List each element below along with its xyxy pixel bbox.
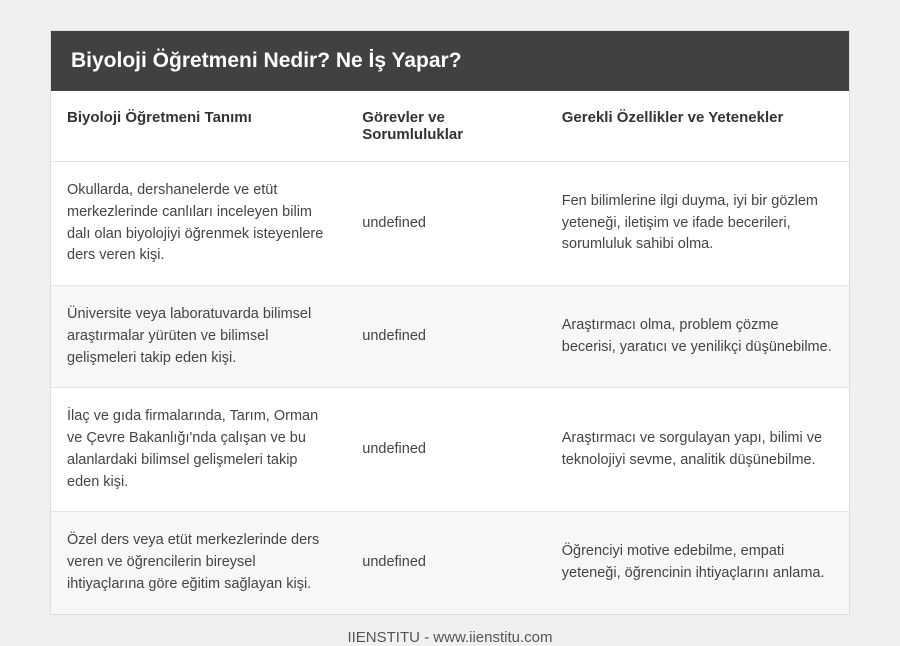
table-row: Üniversite veya laboratuvarda bilimsel a… [51,286,849,388]
cell-skills: Fen bilimlerine ilgi duyma, iyi bir gözl… [546,162,849,286]
cell-definition: Okullarda, dershanelerde ve etüt merkezl… [51,162,346,286]
column-header: Görevler ve Sorumluluklar [346,91,546,162]
footer-attribution: IIENSTITU - www.iienstitu.com [347,629,552,646]
cell-duties: undefined [346,512,546,614]
cell-definition: İlaç ve gıda firmalarında, Tarım, Orman … [51,388,346,512]
cell-skills: Araştırmacı ve sorgulayan yapı, bilimi v… [546,388,849,512]
cell-skills: Araştırmacı olma, problem çözme becerisi… [546,286,849,388]
table-row: Özel ders veya etüt merkezlerinde ders v… [51,512,849,614]
cell-duties: undefined [346,162,546,286]
column-header: Gerekli Özellikler ve Yetenekler [546,91,849,162]
cell-duties: undefined [346,286,546,388]
cell-definition: Özel ders veya etüt merkezlerinde ders v… [51,512,346,614]
column-header: Biyoloji Öğretmeni Tanımı [51,91,346,162]
cell-skills: Öğrenciyi motive edebilme, empati yetene… [546,512,849,614]
data-table: Biyoloji Öğretmeni Tanımı Görevler ve So… [51,91,849,614]
table-body: Okullarda, dershanelerde ve etüt merkezl… [51,162,849,614]
table-header: Biyoloji Öğretmeni Tanımı Görevler ve So… [51,91,849,162]
table-title: Biyoloji Öğretmeni Nedir? Ne İş Yapar? [51,31,849,91]
table-row: Okullarda, dershanelerde ve etüt merkezl… [51,162,849,286]
table-row: İlaç ve gıda firmalarında, Tarım, Orman … [51,388,849,512]
table-container: Biyoloji Öğretmeni Nedir? Ne İş Yapar? B… [50,30,850,615]
cell-definition: Üniversite veya laboratuvarda bilimsel a… [51,286,346,388]
cell-duties: undefined [346,388,546,512]
header-row: Biyoloji Öğretmeni Tanımı Görevler ve So… [51,91,849,162]
